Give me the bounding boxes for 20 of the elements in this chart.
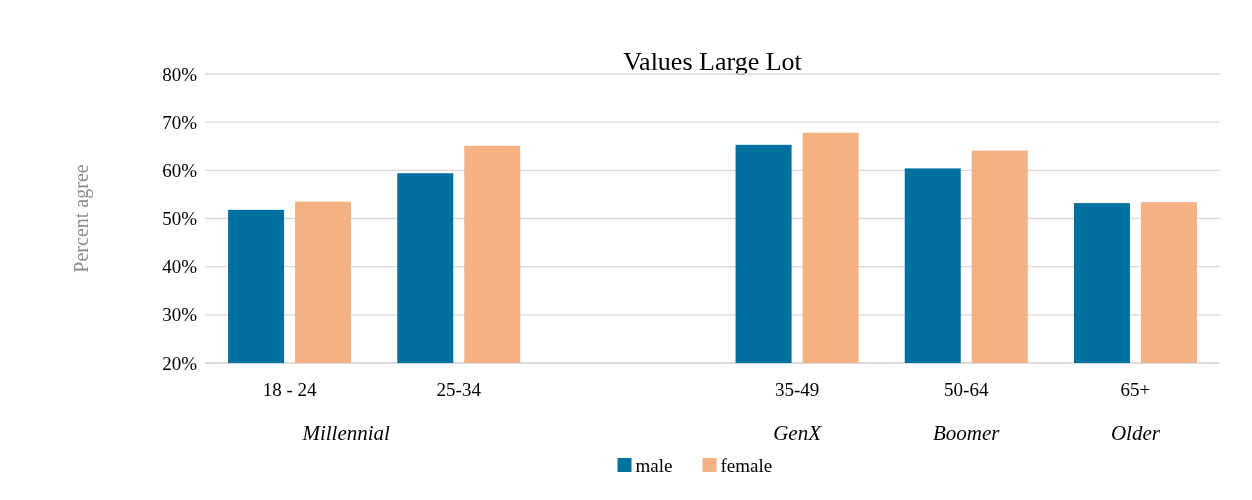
text: Millennial: [301, 421, 391, 445]
text: Boomer: [933, 421, 1001, 445]
y-tick-label: 40%: [162, 256, 198, 278]
text: GenX: [773, 421, 823, 445]
y-tick-label: 20%: [162, 352, 198, 374]
legend-label: female: [720, 455, 773, 476]
x-tick-label: 35-49: [774, 379, 820, 400]
text: Older: [1110, 421, 1161, 445]
chart-title: Values Large Lot: [623, 47, 803, 76]
x-tick-label: 65+: [1120, 379, 1151, 400]
x-tick-label: 18 - 24: [262, 379, 317, 400]
y-tick-label: 30%: [162, 304, 198, 326]
y-tick-label: 60%: [162, 159, 198, 181]
y-axis-title: Percent agree: [70, 164, 93, 273]
x-tick-label: 25-34: [436, 379, 482, 400]
y-tick-label: 50%: [162, 208, 198, 230]
y-tick-label: 70%: [162, 111, 198, 133]
legend-label: male: [635, 455, 673, 476]
x-tick-label: 50-64: [944, 379, 989, 400]
y-tick-label: 80%: [162, 63, 198, 85]
